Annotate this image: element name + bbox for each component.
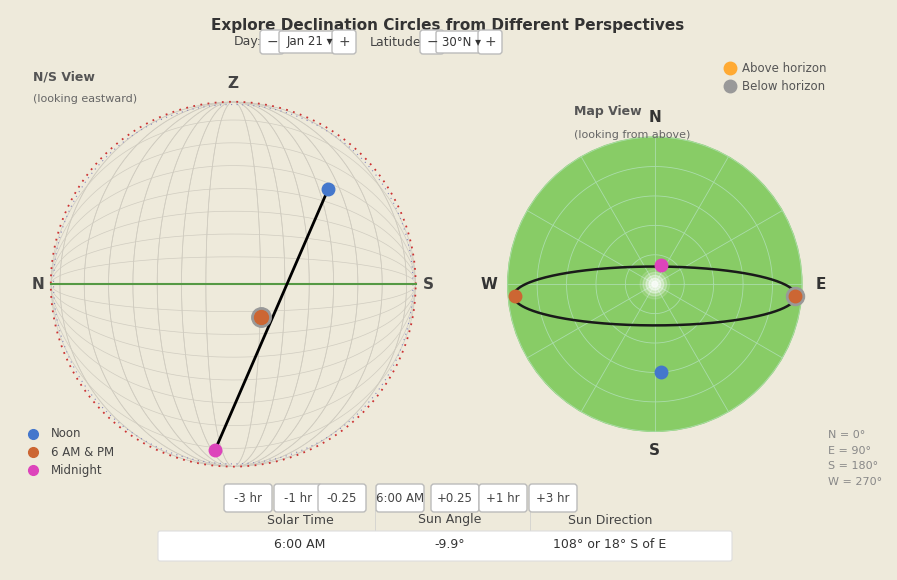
Text: Day:: Day: <box>234 35 262 49</box>
Circle shape <box>649 278 661 290</box>
Text: -1 hr: -1 hr <box>284 491 312 505</box>
Text: Midnight: Midnight <box>51 464 102 477</box>
Text: +3 hr: +3 hr <box>536 491 570 505</box>
Text: 6:00 AM: 6:00 AM <box>376 491 424 505</box>
Text: E: E <box>816 277 826 292</box>
Text: Above horizon: Above horizon <box>742 61 826 74</box>
Text: Below horizon: Below horizon <box>742 79 825 92</box>
FancyBboxPatch shape <box>431 484 479 512</box>
Text: Solar Time: Solar Time <box>266 513 334 527</box>
Text: -0.25: -0.25 <box>327 491 357 505</box>
FancyBboxPatch shape <box>158 531 732 561</box>
Text: S: S <box>422 277 434 292</box>
FancyBboxPatch shape <box>436 31 488 53</box>
FancyBboxPatch shape <box>274 484 322 512</box>
Text: Sun Direction: Sun Direction <box>568 513 652 527</box>
Text: −: − <box>426 35 438 49</box>
Text: 6 AM & PM: 6 AM & PM <box>51 445 114 459</box>
Text: Jan 21 ▾: Jan 21 ▾ <box>287 35 334 49</box>
Text: Map View: Map View <box>574 105 641 118</box>
FancyBboxPatch shape <box>279 31 341 53</box>
Text: N: N <box>31 277 44 292</box>
Text: 30°N ▾: 30°N ▾ <box>442 35 482 49</box>
Text: -9.9°: -9.9° <box>435 538 466 552</box>
Text: +0.25: +0.25 <box>437 491 473 505</box>
Circle shape <box>508 137 802 432</box>
Text: 6:00 AM: 6:00 AM <box>274 538 326 552</box>
Text: N/S View: N/S View <box>32 71 94 84</box>
FancyBboxPatch shape <box>376 484 424 512</box>
FancyBboxPatch shape <box>224 484 272 512</box>
Text: S: S <box>649 443 660 458</box>
FancyBboxPatch shape <box>420 30 444 54</box>
Text: +: + <box>338 35 350 49</box>
FancyBboxPatch shape <box>260 30 284 54</box>
Text: +1 hr: +1 hr <box>486 491 520 505</box>
Text: (looking eastward): (looking eastward) <box>32 95 136 104</box>
Circle shape <box>652 281 658 287</box>
Circle shape <box>643 273 666 296</box>
Text: -3 hr: -3 hr <box>234 491 262 505</box>
FancyBboxPatch shape <box>479 484 527 512</box>
FancyBboxPatch shape <box>529 484 577 512</box>
Text: (looking from above): (looking from above) <box>574 130 691 140</box>
Text: W: W <box>480 277 497 292</box>
Text: −: − <box>266 35 278 49</box>
Text: Noon: Noon <box>51 427 82 440</box>
Text: 108° or 18° S of E: 108° or 18° S of E <box>553 538 666 552</box>
Circle shape <box>646 276 664 293</box>
Circle shape <box>640 270 669 299</box>
Text: N: N <box>649 110 661 125</box>
Text: Explore Declination Circles from Different Perspectives: Explore Declination Circles from Differe… <box>212 18 684 33</box>
Text: Latitude:: Latitude: <box>370 35 426 49</box>
FancyBboxPatch shape <box>332 30 356 54</box>
FancyBboxPatch shape <box>478 30 502 54</box>
Text: Z: Z <box>228 76 239 91</box>
Text: +: + <box>484 35 496 49</box>
Text: N = 0°
E = 90°
S = 180°
W = 270°: N = 0° E = 90° S = 180° W = 270° <box>828 430 882 487</box>
FancyBboxPatch shape <box>318 484 366 512</box>
Text: Sun Angle: Sun Angle <box>418 513 482 527</box>
